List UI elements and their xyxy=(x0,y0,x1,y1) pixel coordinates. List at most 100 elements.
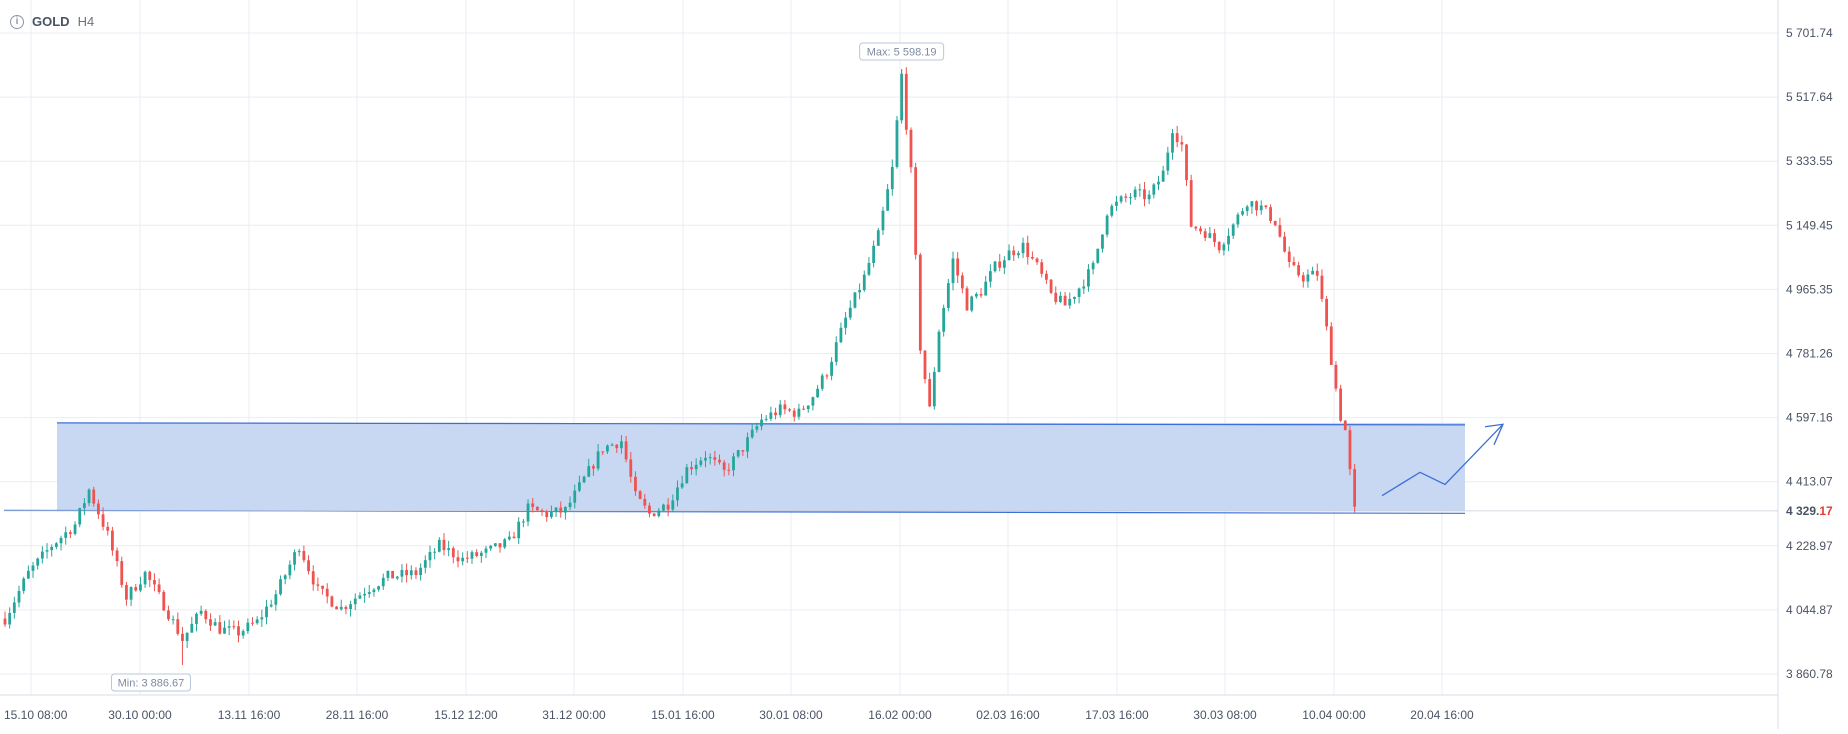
candle xyxy=(1320,269,1324,302)
candle-body xyxy=(1049,279,1053,293)
candle xyxy=(344,605,348,615)
candle-body xyxy=(769,412,773,419)
candle-body xyxy=(1087,269,1090,287)
candle xyxy=(204,609,208,624)
candle xyxy=(437,537,441,553)
candle-body xyxy=(302,551,306,561)
candle xyxy=(1353,464,1357,513)
candle xyxy=(1101,234,1104,253)
candle xyxy=(1203,228,1207,242)
candle xyxy=(1007,244,1011,261)
candle-body xyxy=(1054,292,1058,302)
candle xyxy=(451,546,455,564)
candle-body xyxy=(321,585,324,589)
candle-body xyxy=(1152,184,1156,195)
candle xyxy=(587,458,591,478)
timeframe-label[interactable]: H4 xyxy=(77,14,95,29)
candle xyxy=(78,507,82,528)
time-axis[interactable]: 15.10 08:00 30.10 00:00 13.11 16:00 28.11 1… xyxy=(0,694,1778,722)
candle xyxy=(671,494,675,512)
candle xyxy=(265,599,268,625)
projection-arrow[interactable] xyxy=(1381,423,1505,497)
candle-body xyxy=(648,505,651,514)
candle xyxy=(31,561,35,578)
candle-body xyxy=(545,511,549,518)
candle xyxy=(59,535,63,551)
info-icon[interactable]: i xyxy=(10,14,24,29)
candle xyxy=(676,480,679,507)
candle-body xyxy=(1236,214,1240,225)
candle xyxy=(1343,419,1347,431)
candle xyxy=(1348,425,1352,476)
candle-body xyxy=(713,457,717,460)
candle xyxy=(1292,256,1296,267)
candle xyxy=(858,283,862,300)
candle xyxy=(428,545,432,568)
candle xyxy=(783,400,787,415)
candle-body xyxy=(437,539,441,552)
candle xyxy=(260,609,264,627)
candle-body xyxy=(680,483,684,488)
candle xyxy=(988,264,992,288)
zone-fill[interactable] xyxy=(57,422,1465,512)
candle-body xyxy=(853,292,857,308)
candle-body xyxy=(40,551,44,559)
candle xyxy=(409,565,413,580)
instrument-header[interactable]: i GOLD H4 xyxy=(10,14,94,29)
candle xyxy=(251,617,254,626)
candle-body xyxy=(643,498,647,506)
candle xyxy=(876,227,880,247)
candle-body xyxy=(1189,180,1193,227)
candle xyxy=(12,596,16,619)
time-tick-label: 30.03 08:00 xyxy=(1193,708,1257,722)
candle xyxy=(185,632,189,648)
candle xyxy=(1259,200,1263,215)
candle xyxy=(255,616,259,625)
candle-body xyxy=(283,575,287,580)
candle xyxy=(111,526,114,556)
candle xyxy=(218,615,222,635)
price-axis[interactable]: 5 701.74 5 517.64 5 333.55 5 149.45 4 965.35… xyxy=(1780,26,1842,681)
candle-body xyxy=(479,552,483,556)
candle xyxy=(358,592,362,600)
arrow-head[interactable] xyxy=(1484,423,1505,446)
candle xyxy=(1269,204,1272,224)
candle-body xyxy=(269,604,273,607)
candle xyxy=(1189,174,1193,228)
candle-body xyxy=(1339,388,1343,421)
candle xyxy=(1264,205,1268,209)
candle-body xyxy=(979,293,983,296)
arrow-path[interactable] xyxy=(1381,423,1504,497)
candle xyxy=(853,292,857,309)
support-resistance-zone[interactable] xyxy=(3,422,1778,514)
candle-body xyxy=(886,189,890,211)
candle xyxy=(666,498,670,517)
candle-body xyxy=(489,545,493,549)
candle-body xyxy=(1171,133,1174,153)
candle-body xyxy=(1348,430,1352,470)
candle xyxy=(956,252,960,283)
candle-body xyxy=(526,503,530,522)
candle xyxy=(848,300,852,320)
candle xyxy=(606,444,609,454)
candle-body xyxy=(419,567,423,576)
candle-body xyxy=(381,577,385,587)
candle xyxy=(778,400,782,418)
current-price-badge[interactable] xyxy=(1780,502,1842,519)
current-price-label[interactable]: 4 329.17 xyxy=(1786,504,1833,518)
candle xyxy=(1045,270,1048,284)
candle-body xyxy=(928,379,932,407)
candle-body xyxy=(601,451,605,453)
candle xyxy=(50,544,54,557)
candle-body xyxy=(942,307,946,332)
candle-body xyxy=(1278,225,1282,237)
candle xyxy=(1087,264,1090,292)
candle xyxy=(610,442,614,446)
candle-body xyxy=(1306,274,1310,282)
candle xyxy=(1213,228,1216,247)
candle-body xyxy=(844,317,847,328)
time-tick-label: 30.01 08:00 xyxy=(759,708,823,722)
candle xyxy=(349,600,352,617)
